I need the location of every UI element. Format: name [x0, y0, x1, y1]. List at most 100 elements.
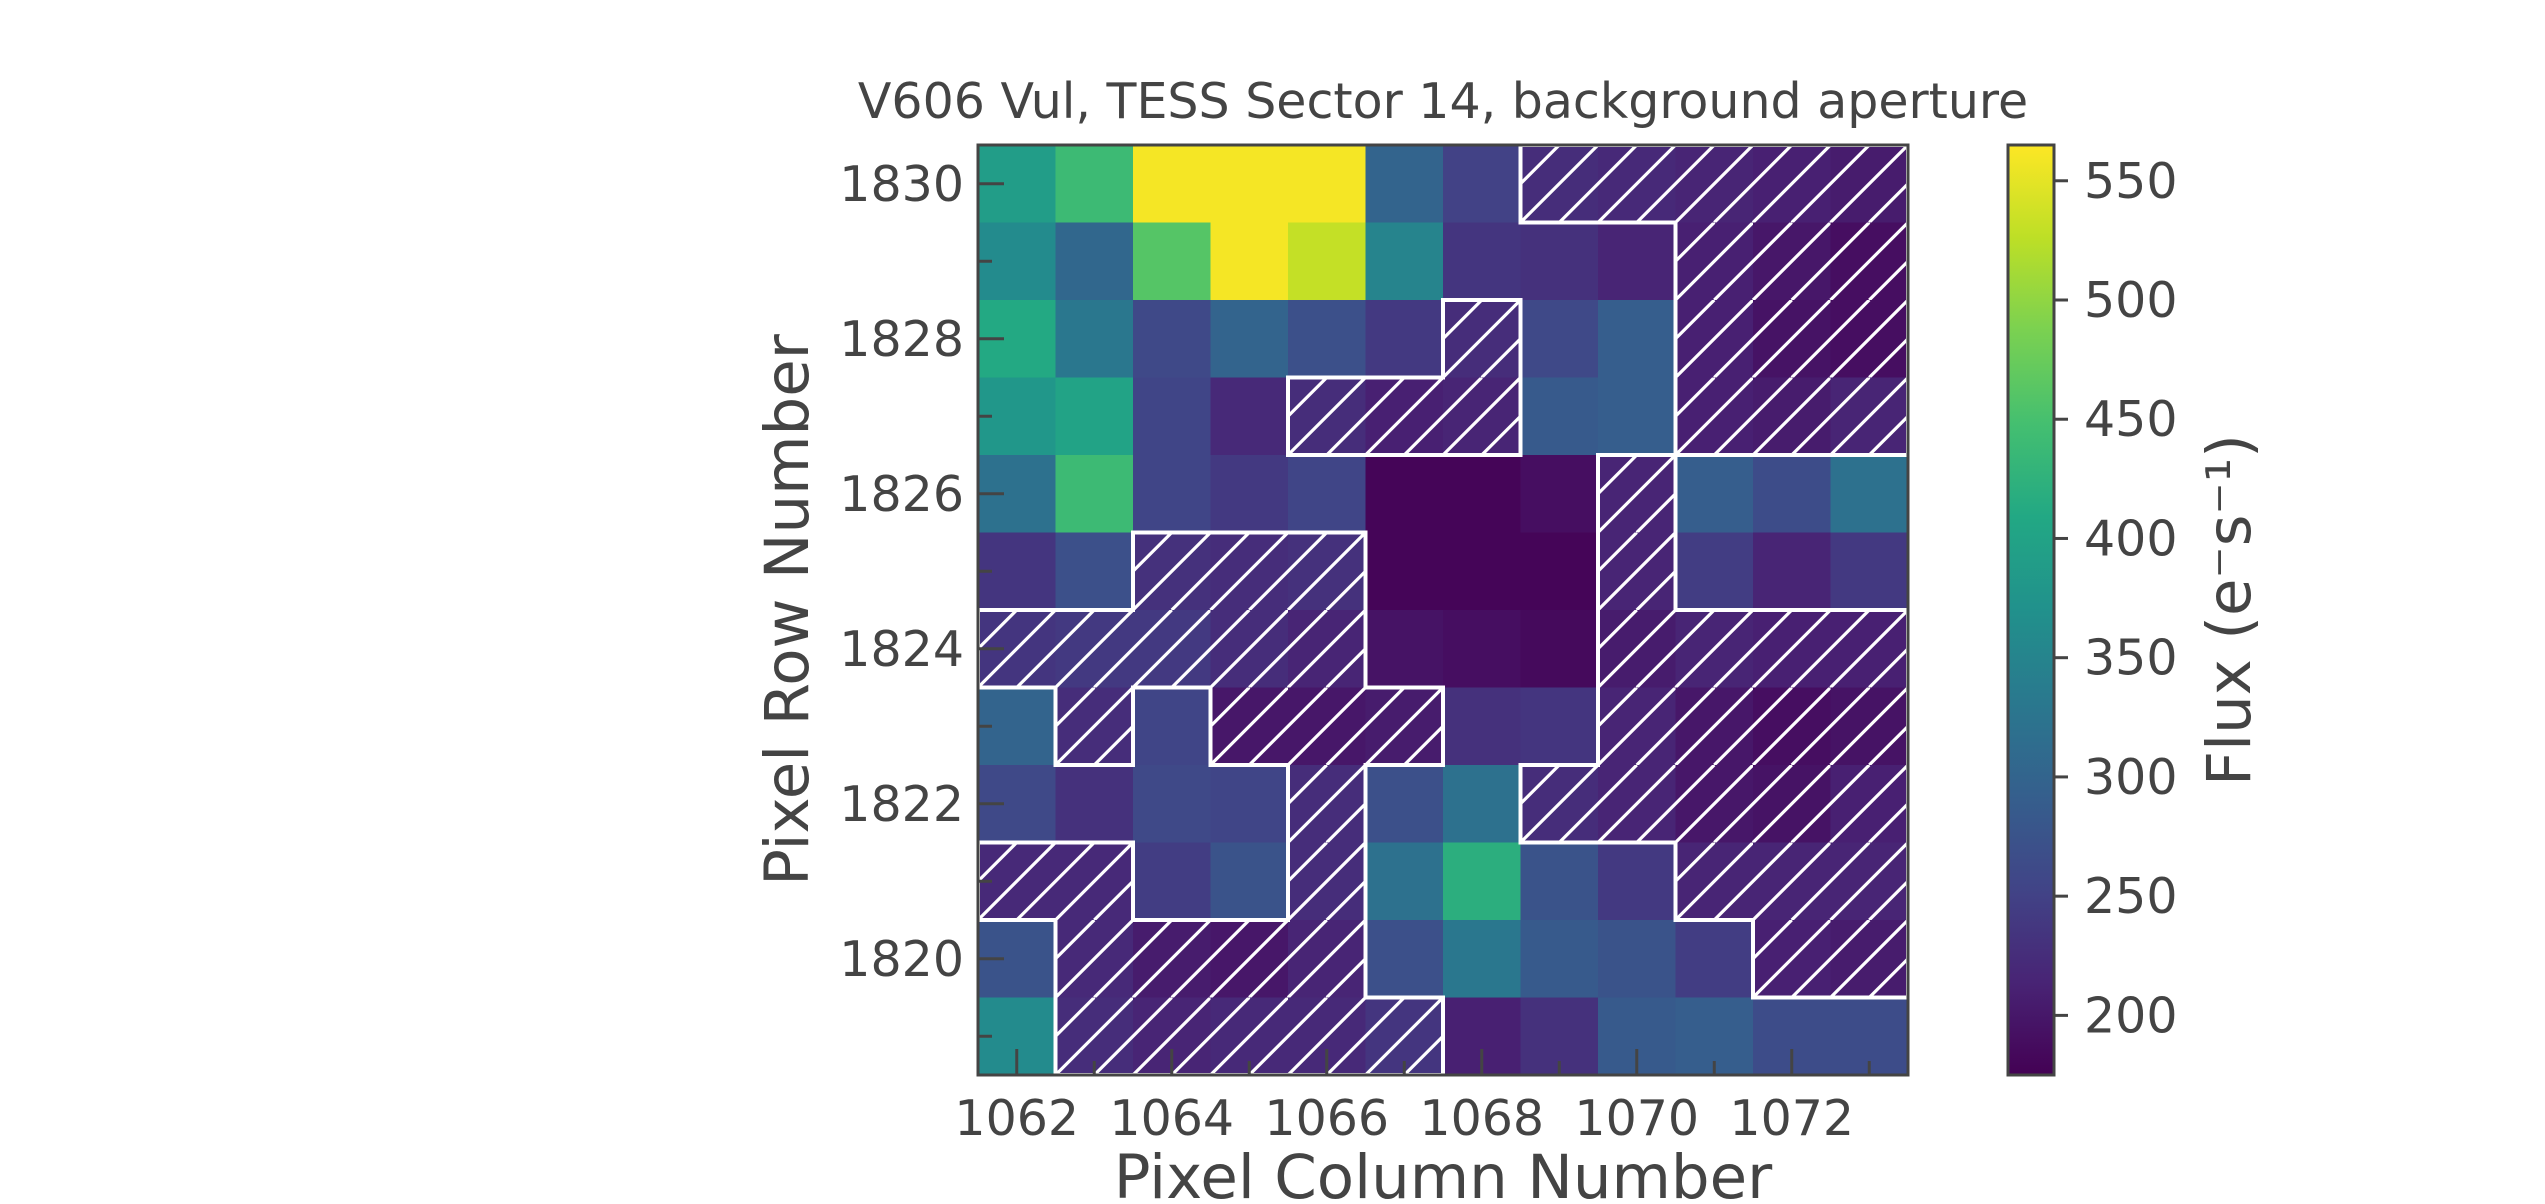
heatmap-cell [1055, 222, 1134, 301]
heatmap-cell [1520, 300, 1599, 378]
heatmap-cell [1675, 920, 1754, 998]
x-tick-label: 1066 [1264, 1090, 1389, 1147]
heatmap-cell [1288, 145, 1366, 223]
heatmap-cell [1520, 222, 1599, 301]
hatch-mark [1830, 765, 1908, 843]
hatch-mark [1830, 610, 1908, 688]
y-tick-label: 1820 [839, 931, 964, 988]
hatch-mark [1598, 532, 1676, 610]
y-axis-ticks: 1830 1828 1826 1824 1822 1820 [839, 156, 1004, 1038]
x-axis-label: Pixel Column Number [1114, 1142, 1773, 1200]
aperture-hatch-layer [978, 145, 1908, 1075]
heatmap-cell [1055, 455, 1134, 533]
hatch-mark [1210, 610, 1288, 688]
hatch-mark [1753, 610, 1831, 688]
heatmap-cell [1443, 455, 1521, 533]
heatmap-cell [1365, 300, 1444, 378]
hatch-mark [1830, 920, 1908, 998]
heatmap-cell [1365, 222, 1444, 301]
heatmap-cell [1365, 455, 1444, 533]
hatch-mark [1675, 765, 1753, 843]
hatch-mark [1210, 687, 1288, 765]
hatch-mark [978, 610, 1056, 688]
plot-frame [976, 143, 1910, 1077]
hatch-mark [1055, 997, 1133, 1075]
colorbar-tick-label: 300 [2084, 749, 2178, 806]
hatch-mark [1365, 997, 1443, 1075]
hatch-mark [1830, 300, 1908, 378]
hatch-mark [1753, 145, 1831, 223]
hatch-mark [1675, 842, 1753, 920]
hatch-mark [1288, 377, 1366, 455]
hatch-mark [1055, 920, 1133, 998]
hatch-mark [1675, 610, 1753, 688]
hatch-mark [1675, 300, 1753, 378]
heatmap-cell [1210, 222, 1289, 301]
colorbar-tick-label: 250 [2084, 868, 2178, 925]
heatmap-cell [1520, 377, 1599, 456]
heatmap-cell [1055, 145, 1134, 223]
heatmap-cell [1520, 687, 1599, 766]
heatmap-cell [1443, 610, 1521, 688]
heatmap-cell [1365, 920, 1444, 998]
chart-title: V606 Vul, TESS Sector 14, background ape… [858, 73, 2028, 130]
hatch-mark [1365, 377, 1443, 455]
heatmap-cell [1365, 145, 1444, 223]
heatmap-cell [1365, 610, 1444, 688]
hatch-mark [1598, 145, 1676, 223]
y-tick-label: 1826 [839, 466, 964, 523]
x-tick-label: 1068 [1419, 1090, 1544, 1147]
x-tick-label: 1062 [954, 1090, 1079, 1147]
heatmap-cell [1133, 842, 1211, 921]
x-tick-label: 1064 [1109, 1090, 1234, 1147]
heatmap-cell [1443, 765, 1521, 843]
colorbar-tick-label: 500 [2084, 272, 2178, 329]
heatmap-cell [1288, 222, 1366, 301]
heatmap-cell [1365, 842, 1444, 921]
y-tick-label: 1830 [839, 156, 964, 213]
heatmap-cell [1598, 842, 1676, 921]
heatmap-cell [1055, 300, 1134, 378]
hatch-mark [1675, 145, 1753, 223]
heatmap-cell [1365, 765, 1444, 843]
hatch-mark [1133, 610, 1211, 688]
heatmap-cell [1055, 765, 1134, 843]
hatch-mark [1830, 222, 1908, 300]
hatch-mark [1288, 532, 1366, 610]
x-tick-label: 1070 [1574, 1090, 1699, 1147]
colorbar-tick-label: 550 [2084, 153, 2178, 210]
heatmap-cell [1288, 300, 1366, 378]
hatch-mark [1055, 687, 1133, 765]
hatch-mark [1288, 997, 1366, 1075]
y-axis-label: Pixel Row Number [752, 333, 823, 886]
colorbar-tick-label: 450 [2084, 391, 2178, 448]
colorbar-tick-label: 200 [2084, 987, 2178, 1044]
hatch-mark [1055, 842, 1133, 920]
hatch-mark [1753, 222, 1831, 300]
heatmap-cell [1830, 532, 1908, 611]
heatmap-cell [1830, 455, 1908, 533]
heatmap-cell [1288, 455, 1366, 533]
hatch-mark [1520, 765, 1598, 843]
heatmap-cell [1520, 455, 1599, 533]
hatch-mark [1288, 765, 1366, 843]
heatmap-cell [1133, 145, 1211, 223]
heatmap-cell [1133, 765, 1211, 843]
hatch-mark [1443, 377, 1521, 455]
heatmap-cell [1365, 532, 1444, 611]
colorbar-label: Flux (e⁻s⁻¹) [2194, 434, 2265, 786]
heatmap-cell [1598, 300, 1676, 378]
heatmap-cell [1210, 377, 1289, 456]
hatch-mark [978, 842, 1056, 920]
heatmap-cell [1210, 842, 1289, 921]
heatmap-cell [1133, 222, 1211, 301]
heatmap-cell [1520, 920, 1599, 998]
hatch-mark [1753, 842, 1831, 920]
heatmap-cell [1675, 455, 1754, 533]
hatch-mark [1753, 300, 1831, 378]
colorbar-tick-label: 400 [2084, 510, 2178, 567]
hatch-mark [1598, 610, 1676, 688]
hatch-mark [1210, 532, 1288, 610]
hatch-mark [1675, 377, 1753, 455]
